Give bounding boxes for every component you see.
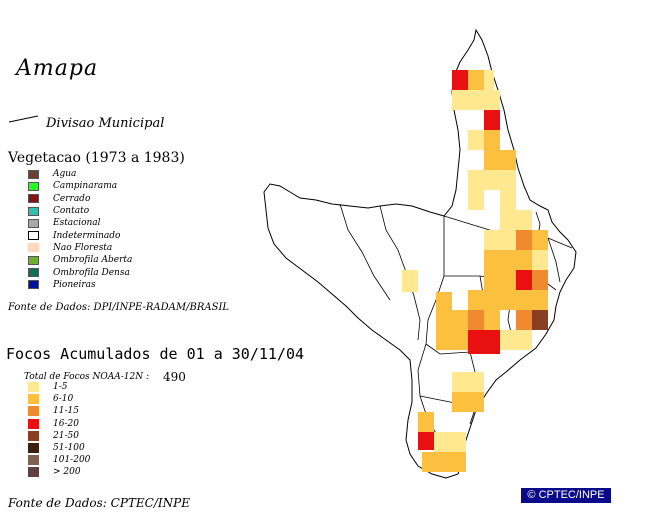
legend-label: Pioneiras bbox=[53, 279, 96, 290]
vegetation-title: Vegetacao (1973 a 1983) bbox=[8, 150, 185, 166]
legend-label: 51-100 bbox=[53, 443, 85, 454]
vegetation-source: Fonte de Dados: DPI/INPE-RADAM/BRASIL bbox=[8, 302, 230, 313]
swatch bbox=[28, 169, 39, 179]
swatch bbox=[28, 268, 39, 278]
total-value: 490 bbox=[163, 370, 186, 384]
legend-label: 21-50 bbox=[53, 430, 79, 441]
legend-item: Campinarama bbox=[28, 180, 132, 192]
swatch bbox=[28, 243, 39, 253]
legend-label: Ombrofila Aberta bbox=[53, 255, 133, 266]
swatch bbox=[28, 231, 39, 241]
swatch bbox=[28, 218, 39, 228]
legend-item: Contato bbox=[28, 205, 132, 217]
legend-item: Cerrado bbox=[28, 193, 132, 205]
swatch bbox=[28, 418, 39, 429]
legend-label: 101-200 bbox=[53, 455, 91, 466]
legend-label: 6-10 bbox=[53, 394, 74, 405]
swatch bbox=[28, 181, 39, 191]
legend-item: 51-100 bbox=[28, 442, 90, 454]
legend-item: > 200 bbox=[28, 466, 90, 478]
swatch bbox=[28, 406, 39, 417]
swatch bbox=[28, 467, 39, 478]
legend-item: 1-5 bbox=[28, 381, 90, 393]
swatch bbox=[28, 194, 39, 204]
legend-label: 11-15 bbox=[53, 406, 79, 417]
legend-item: Indeterminado bbox=[28, 229, 132, 241]
map-title: Amapa bbox=[16, 56, 99, 81]
division-label: Divisao Municipal bbox=[46, 116, 165, 131]
fires-legend: 1-5 6-10 11-15 16-20 21-50 51-100 101-20… bbox=[28, 381, 90, 479]
swatch bbox=[28, 206, 39, 216]
legend-label: 16-20 bbox=[53, 418, 79, 429]
swatch bbox=[28, 455, 39, 466]
legend-label: Agua bbox=[53, 169, 77, 180]
legend-label: Indeterminado bbox=[53, 230, 121, 241]
legend-item: 101-200 bbox=[28, 454, 90, 466]
division-legend-line bbox=[8, 115, 39, 123]
legend-item: Agua bbox=[28, 168, 132, 180]
fires-title: Focos Acumulados de 01 a 30/11/04 bbox=[6, 345, 305, 363]
legend-label: Cerrado bbox=[53, 193, 91, 204]
legend-item: 21-50 bbox=[28, 430, 90, 442]
legend-label: Campinarama bbox=[53, 181, 118, 192]
legend-label: Nao Floresta bbox=[53, 242, 113, 253]
swatch bbox=[28, 280, 39, 290]
legend-item: 11-15 bbox=[28, 405, 90, 417]
legend-item: Nao Floresta bbox=[28, 242, 132, 254]
legend-label: Estacional bbox=[53, 218, 101, 229]
fire-cells bbox=[402, 70, 548, 472]
credit-badge: © CPTEC/INPE bbox=[521, 488, 611, 503]
legend-item: 6-10 bbox=[28, 393, 90, 405]
legend-label: Contato bbox=[53, 206, 90, 217]
swatch bbox=[28, 394, 39, 405]
fires-total: Total de Focos NOAA-12N : 490 bbox=[24, 370, 186, 384]
vegetation-legend: Agua Campinarama Cerrado Contato Estacio… bbox=[28, 168, 132, 291]
legend-item: 16-20 bbox=[28, 418, 90, 430]
fires-source: Fonte de Dados: CPTEC/INPE bbox=[8, 496, 190, 510]
state-outline bbox=[263, 28, 577, 479]
legend-item: Ombrofila Densa bbox=[28, 266, 132, 278]
legend-item: Pioneiras bbox=[28, 279, 132, 291]
legend-label: 1-5 bbox=[53, 382, 68, 393]
legend-item: Ombrofila Aberta bbox=[28, 254, 132, 266]
swatch bbox=[28, 430, 39, 441]
legend-item: Estacional bbox=[28, 217, 132, 229]
municipal-lines bbox=[339, 203, 573, 457]
total-label: Total de Focos NOAA-12N : bbox=[24, 372, 150, 382]
legend-label: > 200 bbox=[53, 467, 81, 478]
legend-label: Ombrofila Densa bbox=[53, 267, 130, 278]
swatch bbox=[28, 255, 39, 265]
swatch bbox=[28, 382, 39, 393]
swatch bbox=[28, 443, 39, 454]
